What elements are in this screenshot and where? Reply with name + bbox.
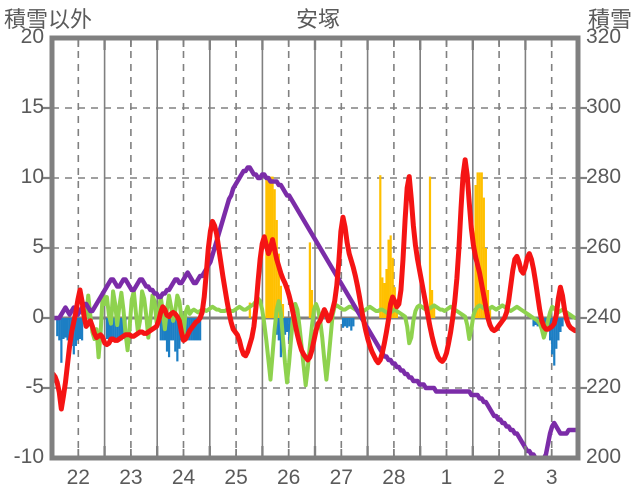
x-axis-tick: 27: [329, 466, 353, 489]
right-axis-title: 積雪: [587, 7, 632, 32]
x-axis-tick: 23: [119, 466, 143, 489]
y-axis-tick-right: 300: [586, 95, 622, 118]
y-axis-tick-right: 260: [586, 235, 622, 258]
y-axis-tick-right: 240: [586, 305, 622, 328]
y-axis-tick-right: 220: [586, 375, 622, 398]
y-axis-tick-left: 0: [32, 305, 44, 328]
y-axis-tick-left: 15: [20, 95, 44, 118]
line-series-snow-depth: [50, 165, 580, 461]
x-axis-tick: 28: [382, 466, 406, 489]
x-axis-tick: 26: [277, 466, 301, 489]
line-series-temperature: [50, 157, 580, 412]
y-axis-tick-right: 280: [586, 165, 622, 188]
x-axis-tick: 24: [171, 466, 196, 489]
left-axis-title: 積雪以外: [4, 7, 93, 32]
y-axis-tick-right: 200: [586, 445, 622, 468]
x-axis-tick: 25: [224, 466, 248, 489]
line-series-wind: [80, 289, 579, 388]
x-axis-tick: 2: [493, 466, 505, 489]
y-axis-tick-left: 10: [20, 165, 44, 188]
edge-ticks: [43, 38, 587, 458]
chart-title: 安塚: [295, 7, 340, 32]
x-axis-tick: 22: [66, 466, 90, 489]
x-axis-tick: 1: [440, 466, 453, 489]
y-axis-tick-left: 5: [32, 235, 44, 258]
grid-lines: [52, 38, 578, 458]
y-axis-tick-left: 20: [20, 25, 44, 48]
y-axis-tick-left: -10: [13, 445, 44, 468]
y-axis-tick-right: 320: [586, 25, 622, 48]
x-axis-tick: 3: [545, 466, 558, 489]
y-axis-tick-left: -5: [25, 375, 44, 398]
